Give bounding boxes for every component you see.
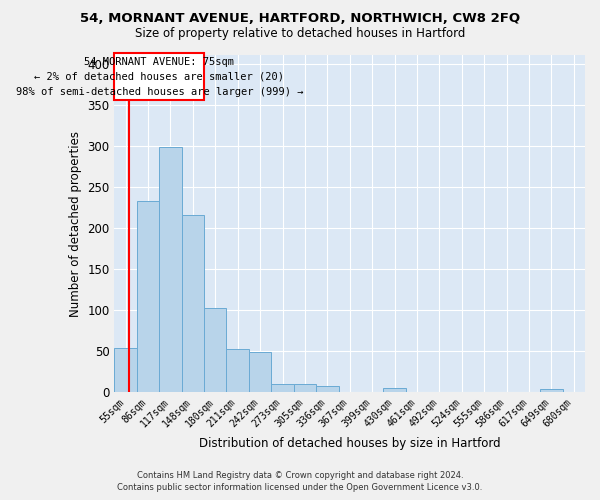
Bar xyxy=(271,384,294,392)
FancyBboxPatch shape xyxy=(115,53,204,100)
Bar xyxy=(226,349,249,392)
Bar xyxy=(316,386,338,392)
Text: Size of property relative to detached houses in Hartford: Size of property relative to detached ho… xyxy=(135,28,465,40)
Text: Contains HM Land Registry data © Crown copyright and database right 2024.
Contai: Contains HM Land Registry data © Crown c… xyxy=(118,471,482,492)
Bar xyxy=(204,308,226,392)
Bar xyxy=(294,384,316,392)
Bar xyxy=(540,388,563,392)
X-axis label: Distribution of detached houses by size in Hartford: Distribution of detached houses by size … xyxy=(199,437,500,450)
Bar xyxy=(383,388,406,392)
Bar xyxy=(182,214,204,392)
Bar xyxy=(159,147,182,392)
Y-axis label: Number of detached properties: Number of detached properties xyxy=(69,130,82,316)
Text: 54 MORNANT AVENUE: 75sqm: 54 MORNANT AVENUE: 75sqm xyxy=(84,58,234,68)
Bar xyxy=(249,352,271,392)
Text: ← 2% of detached houses are smaller (20): ← 2% of detached houses are smaller (20) xyxy=(34,72,284,82)
Text: 98% of semi-detached houses are larger (999) →: 98% of semi-detached houses are larger (… xyxy=(16,87,303,97)
Bar xyxy=(137,200,159,392)
Bar xyxy=(115,348,137,392)
Text: 54, MORNANT AVENUE, HARTFORD, NORTHWICH, CW8 2FQ: 54, MORNANT AVENUE, HARTFORD, NORTHWICH,… xyxy=(80,12,520,26)
